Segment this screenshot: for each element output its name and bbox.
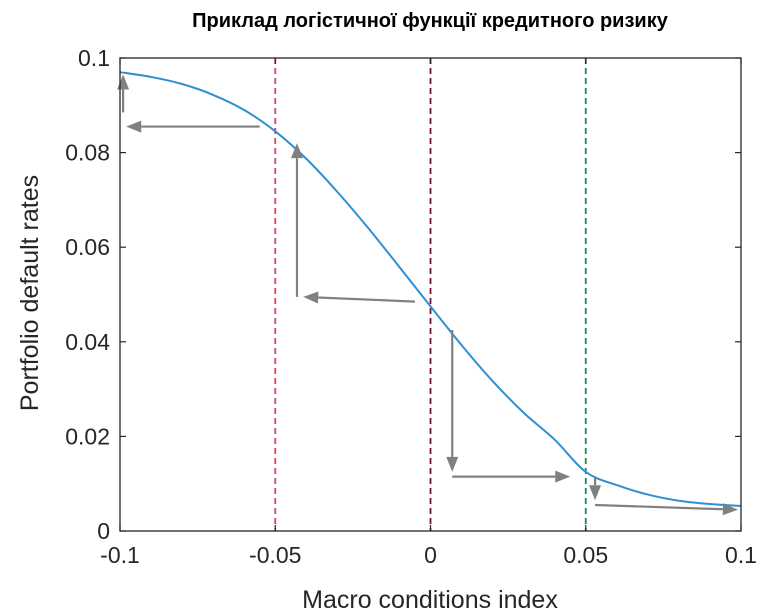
x-tick-label: 0.1: [725, 542, 757, 568]
x-tick-label: -0.1: [100, 542, 140, 568]
y-axis-title: Portfolio default rates: [16, 175, 44, 411]
arrow: [595, 503, 738, 516]
y-tick-label: 0.1: [78, 45, 110, 71]
vertical-reference-lines: [274, 58, 587, 531]
arrow-head: [722, 503, 738, 516]
chart-title: Приклад логістичної функції кредитного р…: [192, 10, 669, 32]
arrow: [117, 74, 130, 113]
arrow-shaft: [595, 503, 723, 511]
y-tick-label: 0.04: [65, 329, 110, 355]
x-tick-label: 0.05: [563, 542, 608, 568]
y-tick-label: 0.02: [65, 423, 110, 449]
arrow: [290, 143, 303, 297]
x-tick-label: -0.05: [249, 542, 301, 568]
axis-ticks: [119, 57, 742, 532]
arrow-head: [555, 470, 571, 483]
arrow-head: [589, 485, 602, 501]
arrow: [446, 329, 459, 472]
arrow-head: [117, 74, 130, 90]
arrow-head: [126, 120, 142, 133]
y-tick-label: 0.08: [65, 140, 110, 166]
arrow: [452, 470, 571, 483]
y-tick-label: 0.06: [65, 234, 110, 260]
arrow-head: [303, 291, 319, 304]
arrow: [303, 291, 416, 304]
y-tick-label: 0: [97, 518, 110, 544]
x-tick-label: 0: [424, 542, 437, 568]
arrow-shaft: [318, 296, 416, 303]
data-series: [119, 71, 742, 507]
arrow-annotations: [117, 74, 738, 516]
arrow: [126, 120, 260, 133]
arrow-head: [290, 143, 303, 159]
series-line: [119, 71, 742, 507]
tick-labels: -0.1 -0.05 0 0.05 0.1 0 0.02 0.04 0.06 0.08 0.1: [65, 45, 757, 568]
arrow: [589, 476, 602, 501]
arrow-head: [446, 456, 459, 472]
x-axis-title: Macro conditions index: [302, 586, 558, 614]
